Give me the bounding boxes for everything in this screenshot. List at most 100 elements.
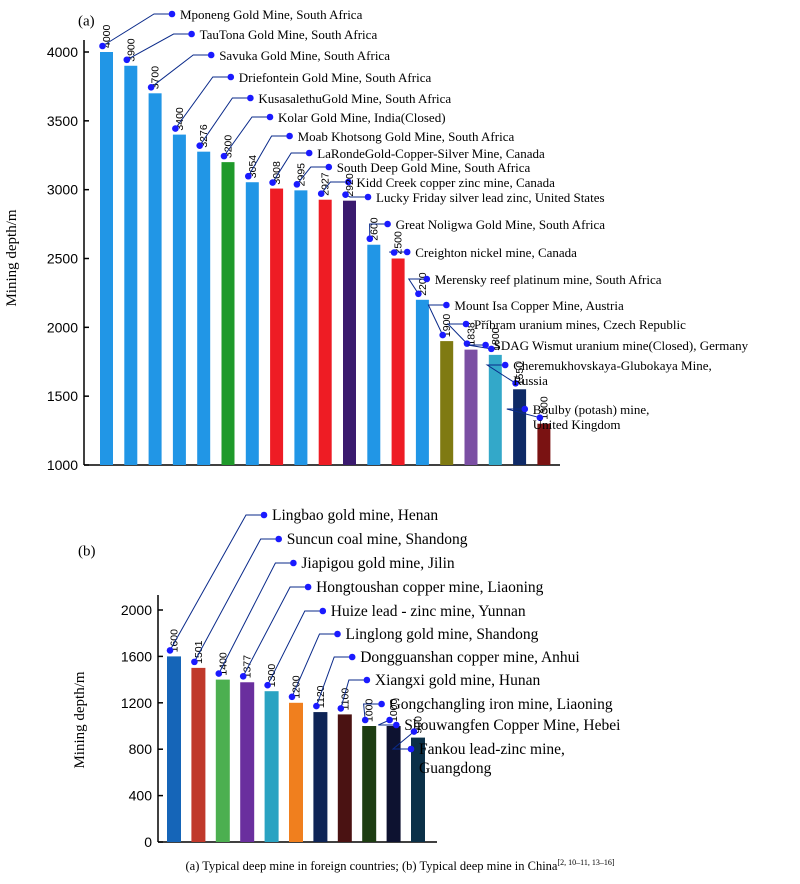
caption-text: (a) Typical deep mine in foreign countri…: [185, 859, 558, 874]
value-label: 3276: [198, 124, 210, 148]
value-label: 2920: [344, 173, 356, 197]
value-label: 2600: [368, 217, 380, 241]
leader-end-dot: [334, 630, 341, 638]
leader-end-dot: [227, 73, 235, 81]
leader-start-dot: [264, 681, 271, 689]
bar: [488, 354, 502, 465]
leader-start-dot: [191, 658, 198, 666]
leader-end-dot: [364, 193, 372, 201]
value-label: 4000: [101, 24, 113, 48]
y-axis-title: Mining depth/m: [72, 671, 88, 768]
leader-line: [363, 703, 382, 721]
panel-b-chart: (b) 0 400 800 1200 1600 2000 Mining depth/m 1600…: [72, 507, 621, 850]
leader-end-dot: [290, 559, 297, 567]
category-label: Příbram uranium mines, Czech Republic: [474, 317, 686, 332]
leader-line: [315, 656, 353, 707]
bar: [167, 656, 181, 842]
bar: [464, 349, 478, 465]
category-label: Driefontein Gold Mine, South Africa: [239, 70, 432, 85]
bar: [191, 667, 206, 842]
bar: [313, 712, 328, 842]
leader-end-dot: [207, 51, 215, 59]
leader-end-dot: [501, 361, 509, 369]
leader-end-dot: [407, 745, 415, 753]
value-label: 1800: [490, 327, 502, 351]
y-tick-label: 3000: [47, 182, 78, 198]
leader-end-dot: [403, 248, 411, 256]
category-label: Cheremukhovskaya-Glubokaya Mine,: [513, 358, 712, 373]
y-tick-label: 2000: [47, 319, 78, 335]
leader-line: [369, 223, 388, 239]
category-label: Mponeng Gold Mine, South Africa: [180, 7, 363, 22]
leader-end-dot: [188, 30, 195, 38]
leader-line: [242, 586, 309, 677]
value-label: 1000: [388, 698, 400, 722]
value-label: 1900: [441, 314, 453, 338]
bar: [318, 199, 332, 465]
bar: [148, 93, 162, 466]
bar: [245, 182, 259, 465]
leader-start-dot: [415, 290, 422, 298]
leader-start-dot: [166, 647, 174, 654]
category-label: Moab Khotsong Gold Mine, South Africa: [298, 129, 515, 144]
bar: [513, 389, 527, 465]
bar: [197, 151, 211, 466]
y-tick-label: 3500: [47, 113, 78, 129]
y-tick-label: 0: [144, 834, 152, 850]
leader-end-dot: [168, 10, 176, 18]
bar: [289, 702, 303, 842]
caption-refs: [2, 10–11, 13–16]: [557, 858, 615, 867]
leader-line: [340, 679, 367, 709]
leader-end-dot: [260, 511, 268, 519]
category-label: Mount Isa Copper Mine, Austria: [454, 298, 624, 313]
leader-line: [296, 166, 329, 185]
leader-start-dot: [269, 179, 276, 186]
value-label: 3008: [271, 161, 283, 185]
leader-line: [427, 304, 447, 336]
leader-line: [446, 323, 468, 344]
panel-a-chart: (a) 1000 1500 2000 2500 3000 3500 4000 Mining de…: [4, 7, 749, 473]
leader-start-dot: [337, 705, 345, 712]
category-label: Xiangxi gold mine, Hunan: [375, 672, 541, 689]
category-label: Fankou lead-zinc mine,: [419, 741, 565, 758]
category-label: Gongchangling iron mine, Liaoning: [390, 696, 613, 713]
bar: [264, 691, 279, 842]
value-label: 1300: [538, 396, 550, 420]
category-label: Lingbao gold mine, Henan: [272, 507, 438, 524]
bar: [391, 258, 405, 465]
bar: [215, 679, 230, 842]
category-label: United Kingdom: [533, 417, 621, 432]
leader-line: [485, 364, 516, 384]
leader-line: [272, 152, 310, 183]
leader-line: [391, 731, 415, 750]
leader-start-dot: [172, 125, 179, 132]
value-label: 2927: [320, 172, 332, 196]
leader-line: [218, 562, 294, 674]
y-tick-label: 1000: [47, 457, 78, 473]
leader-start-dot: [99, 42, 106, 50]
value-label: 1600: [169, 629, 181, 653]
category-label: Boulby (potash) mine,: [533, 402, 650, 417]
leader-start-dot: [239, 672, 247, 680]
leader-end-dot: [384, 220, 391, 228]
category-label: KusasalethuGold Mine, South Africa: [258, 91, 451, 106]
value-label: 2500: [393, 231, 405, 255]
bar: [537, 423, 551, 465]
bar: [294, 190, 308, 466]
bar: [367, 244, 381, 465]
leader-line: [223, 116, 270, 157]
category-label: Merensky reef platinum mine, South Afric…: [435, 272, 662, 287]
y-tick-label: 1500: [47, 388, 78, 404]
bar: [411, 737, 425, 842]
leader-start-dot: [386, 716, 393, 724]
leader-line: [102, 13, 172, 47]
leader-start-dot: [196, 142, 203, 149]
value-label: 3200: [223, 135, 235, 159]
leader-line: [126, 33, 192, 61]
leader-line: [320, 181, 349, 195]
category-label: Savuka Gold Mine, South Africa: [219, 48, 390, 63]
leader-end-dot: [521, 405, 529, 413]
leader-start-dot: [342, 191, 349, 198]
value-label: 3700: [150, 66, 162, 90]
bar: [100, 52, 113, 465]
